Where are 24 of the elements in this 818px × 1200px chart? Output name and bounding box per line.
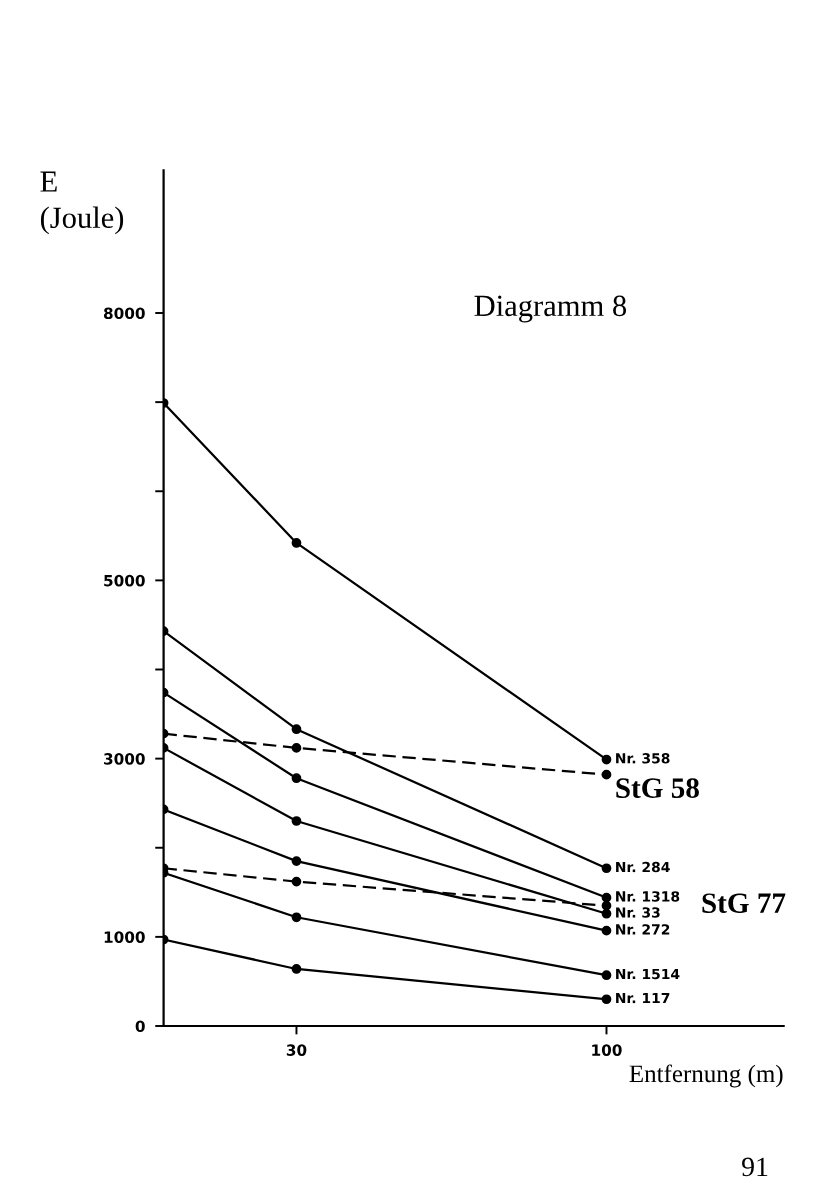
point [291, 724, 302, 735]
text: 91 [742, 1157, 768, 1177]
point [291, 964, 302, 974]
text: Diagramm 8 [474, 295, 627, 323]
point [601, 900, 612, 911]
point [291, 816, 302, 826]
point [601, 970, 612, 981]
text: StG 77 [702, 893, 786, 913]
point [601, 994, 612, 1005]
y-axis-title: E (Joule) [40, 171, 124, 235]
point [291, 538, 302, 548]
point [291, 856, 302, 866]
point [601, 769, 612, 780]
point [601, 754, 612, 765]
point [291, 912, 302, 923]
point [291, 743, 302, 753]
point [291, 876, 302, 887]
point [601, 892, 612, 903]
point [601, 925, 612, 936]
series-label: StG 58 [616, 778, 699, 798]
point [601, 863, 612, 874]
point [291, 773, 302, 784]
point [601, 908, 612, 919]
x-axis-title: Entfernung (m) [629, 1064, 783, 1088]
